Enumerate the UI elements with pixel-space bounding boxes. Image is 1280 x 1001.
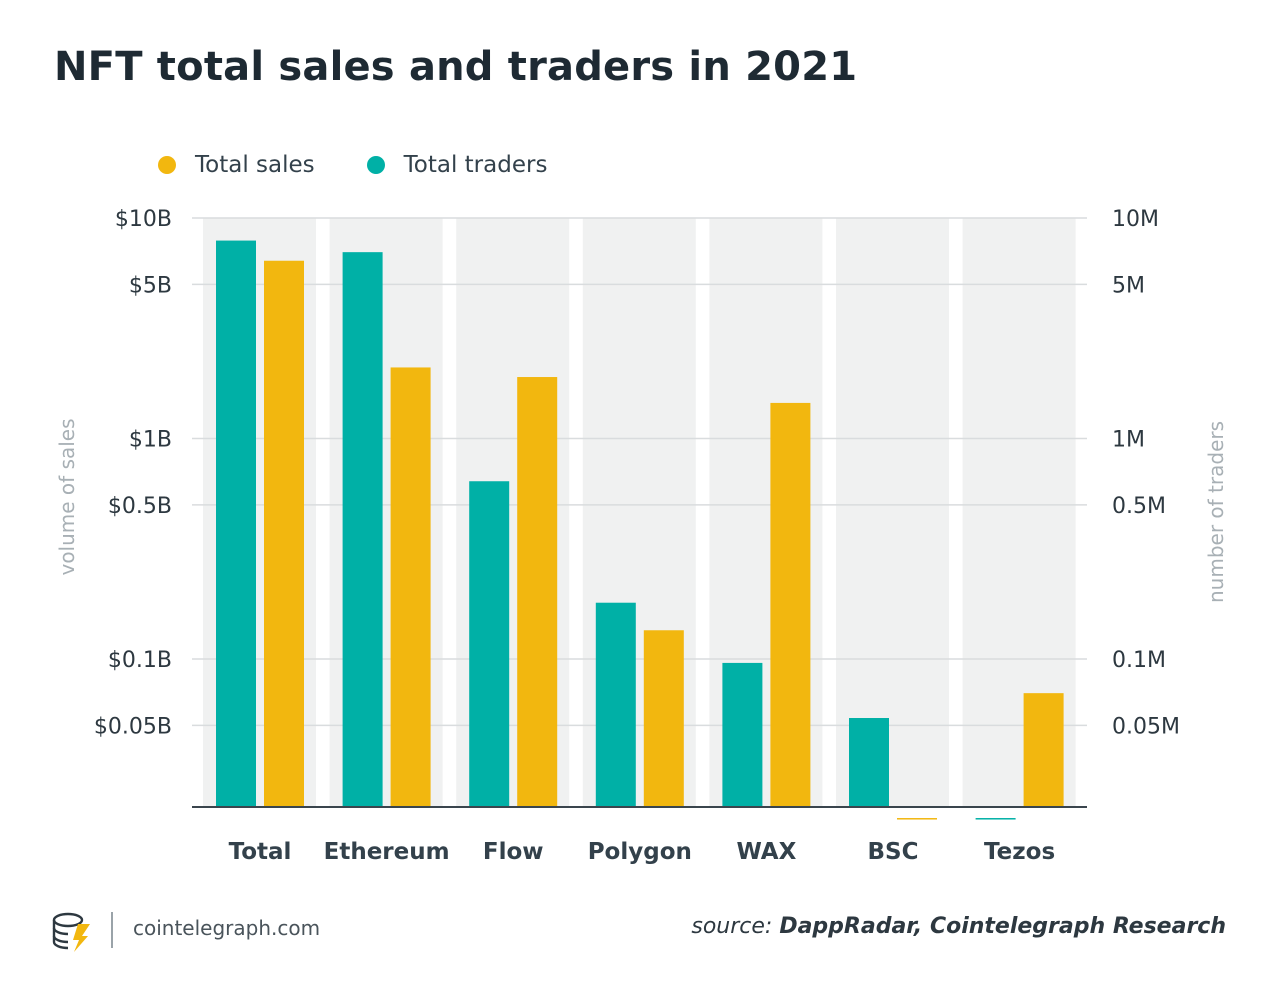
legend-swatch-traders <box>366 156 385 174</box>
y-tick-label-left: $1B <box>129 428 172 453</box>
y-tick-label-left: $5B <box>129 273 172 298</box>
bar-traders-polygon <box>595 602 636 807</box>
y-tick-label-right: 1M <box>1112 428 1145 453</box>
x-tick-label: Tezos <box>984 839 1055 865</box>
y-tick-label-left: $10B <box>115 207 172 232</box>
y-axis-label-left: volume of sales <box>55 418 79 575</box>
source-text: DappRadar, Cointelegraph Research <box>779 914 1226 939</box>
y-tick-label-right: 0.5M <box>1112 494 1166 519</box>
category-band-bsc <box>836 218 949 807</box>
bar-sales-tezos <box>1023 693 1064 807</box>
legend-swatch-sales <box>158 156 176 174</box>
bar-sales-total <box>264 260 304 807</box>
legend-item-sales: Total sales <box>158 152 315 178</box>
x-tick-label: Total <box>229 839 292 865</box>
x-tick-label: Ethereum <box>324 839 450 865</box>
y-tick-label-right: 5M <box>1112 273 1145 298</box>
y-tick-label-right: 10M <box>1112 207 1159 232</box>
x-tick-label: WAX <box>736 839 796 865</box>
source-credit: source: DappRadar, Cointelegraph Researc… <box>691 914 1226 939</box>
bar-sales-ethereum <box>390 367 431 807</box>
legend-label-traders: Total traders <box>403 152 548 178</box>
bar-traders-bsc <box>849 718 889 807</box>
bar-traders-flow <box>469 481 510 807</box>
bar-traders-ethereum <box>342 252 383 807</box>
cointelegraph-logo-icon <box>50 910 94 957</box>
footer-site-name: cointelegraph.com <box>133 916 321 940</box>
bar-traders-tezos <box>975 818 1016 820</box>
y-tick-label-left: $0.1B <box>108 648 172 673</box>
source-prefix: source: <box>691 914 780 939</box>
legend-label-sales: Total sales <box>195 152 315 178</box>
bar-sales-bsc <box>897 818 937 820</box>
y-tick-label-right: 0.1M <box>1112 648 1166 673</box>
bar-sales-flow <box>517 377 558 807</box>
y-axis-label-right: number of traders <box>1204 421 1228 603</box>
bar-sales-wax <box>770 402 811 807</box>
legend-item-traders: Total traders <box>366 152 548 178</box>
x-tick-label: BSC <box>868 839 919 865</box>
y-tick-label-right: 0.05M <box>1112 714 1180 739</box>
y-tick-label-left: $0.05B <box>94 714 172 739</box>
bar-traders-wax <box>722 662 763 807</box>
y-tick-label-left: $0.5B <box>108 494 172 519</box>
x-tick-label: Polygon <box>588 839 692 865</box>
x-tick-label: Flow <box>483 839 544 865</box>
legend: Total sales Total traders <box>158 152 547 178</box>
footer-divider <box>111 912 113 948</box>
bar-sales-polygon <box>643 630 684 807</box>
bar-chart: $10B $5B $1B $0.5B $0.1B $0.05B 10M 5M 1M 0.5M 0.1… <box>55 207 1228 865</box>
chart-title: NFT total sales and traders in 2021 <box>54 44 858 90</box>
bar-traders-total <box>216 240 256 807</box>
